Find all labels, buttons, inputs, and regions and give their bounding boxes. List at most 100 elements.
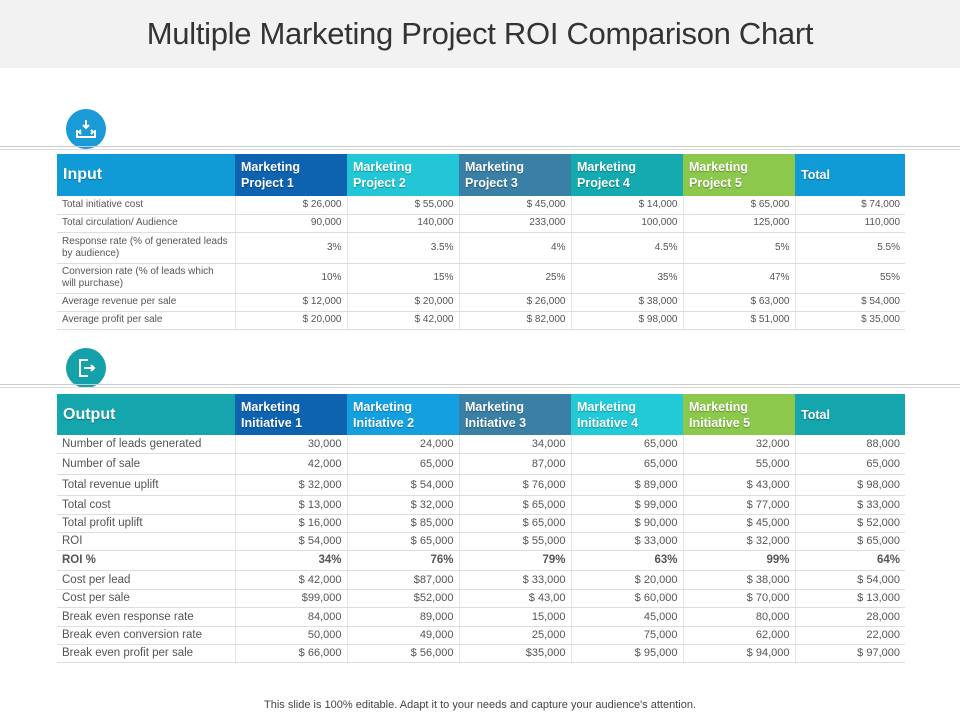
cell-value: $ 98,000 (571, 311, 684, 330)
cell-value: 50,000 (235, 626, 348, 645)
cell-value: $ 13,000 (795, 589, 905, 608)
table-row: Response rate (% of generated leads by a… (57, 232, 905, 264)
column-header: Marketing Initiative 2 (347, 394, 459, 435)
cell-value: $ 56,000 (347, 644, 460, 663)
cell-value: $ 42,000 (235, 570, 348, 590)
table-row: Conversion rate (% of leads which will p… (57, 263, 905, 294)
row-label: Total profit uplift (57, 514, 236, 533)
cell-value: $ 65,000 (459, 514, 572, 533)
cell-value: 65,000 (571, 453, 684, 475)
cell-value: $ 85,000 (347, 514, 460, 533)
cell-value: 64% (795, 550, 905, 571)
row-label: Break even response rate (57, 607, 236, 627)
total-column-header: Total (795, 154, 905, 196)
cell-value: 10% (235, 263, 348, 294)
divider (0, 384, 960, 388)
cell-value: $ 51,000 (683, 311, 796, 330)
cell-value: $99,000 (235, 589, 348, 608)
column-header: Marketing Initiative 1 (235, 394, 347, 435)
table-header-row: Output Marketing Initiative 1 Marketing In… (57, 394, 905, 435)
table-row: Number of sale 42,000 65,000 87,000 65,000 55… (57, 453, 905, 475)
cell-value: $ 32,000 (347, 495, 460, 515)
footer-note: This slide is 100% editable. Adapt it to… (264, 699, 696, 711)
cell-value: $ 65,000 (459, 495, 572, 515)
cell-value: $ 45,000 (459, 196, 572, 215)
cell-value: $ 33,000 (459, 570, 572, 590)
cell-value: $ 98,000 (795, 474, 905, 496)
row-label: Number of sale (57, 453, 236, 475)
row-label: Break even conversion rate (57, 626, 236, 645)
cell-value: 4% (459, 232, 572, 264)
table-row: Total circulation/ Audience 90,000 140,000… (57, 214, 905, 233)
cell-value: 45,000 (571, 607, 684, 627)
import-tray-icon (66, 109, 106, 149)
cell-value: $ 20,000 (235, 311, 348, 330)
row-label: Total cost (57, 495, 236, 515)
cell-value: 110,000 (795, 214, 905, 233)
cell-value: $ 97,000 (795, 644, 905, 663)
cell-value: $ 70,000 (683, 589, 796, 608)
cell-value: $ 20,000 (571, 570, 684, 590)
cell-value: 84,000 (235, 607, 348, 627)
cell-value: $ 55,000 (459, 532, 572, 551)
cell-value: $ 43,00 (459, 589, 572, 608)
cell-value: $ 63,000 (683, 293, 796, 312)
cell-value: $ 26,000 (235, 196, 348, 215)
cell-value: 55,000 (683, 453, 796, 475)
column-header: Marketing Project 1 (235, 154, 347, 196)
cell-value: 24,000 (347, 435, 460, 454)
cell-value: $ 54,000 (795, 293, 905, 312)
cell-value: $52,000 (347, 589, 460, 608)
cell-value: 88,000 (795, 435, 905, 454)
cell-value: $ 54,000 (347, 474, 460, 496)
row-label: Break even profit per sale (57, 644, 236, 663)
cell-value: $ 95,000 (571, 644, 684, 663)
column-header: Marketing Project 3 (459, 154, 571, 196)
divider (0, 146, 960, 150)
cell-value: $ 26,000 (459, 293, 572, 312)
cell-value: $ 76,000 (459, 474, 572, 496)
cell-value: $ 52,000 (795, 514, 905, 533)
column-header: Marketing Initiative 3 (459, 394, 571, 435)
cell-value: 22,000 (795, 626, 905, 645)
column-header: Marketing Initiative 4 (571, 394, 683, 435)
cell-value: 5% (683, 232, 796, 264)
cell-value: $35,000 (459, 644, 572, 663)
cell-value: $ 89,000 (571, 474, 684, 496)
cell-value: 3% (235, 232, 348, 264)
table-row: Cost per sale $99,000 $52,000 $ 43,00 $ 60,0… (57, 589, 905, 608)
table-row: Total revenue uplift $ 32,000 $ 54,000 $ 76… (57, 474, 905, 496)
cell-value: 90,000 (235, 214, 348, 233)
exit-arrow-icon (66, 348, 106, 388)
cell-value: 42,000 (235, 453, 348, 475)
cell-value: $ 45,000 (683, 514, 796, 533)
cell-value: 30,000 (235, 435, 348, 454)
cell-value: 47% (683, 263, 796, 294)
section-header: Input (57, 154, 235, 196)
cell-value: 35% (571, 263, 684, 294)
output-table: Output Marketing Initiative 1 Marketing In… (57, 394, 905, 663)
cell-value: $ 14,000 (571, 196, 684, 215)
cell-value: 89,000 (347, 607, 460, 627)
cell-value: $ 20,000 (347, 293, 460, 312)
cell-value: $ 12,000 (235, 293, 348, 312)
cell-value: $ 54,000 (795, 570, 905, 590)
cell-value: $ 99,000 (571, 495, 684, 515)
table-row: ROI % 34% 76% 79% 63% 99% 64% (57, 550, 905, 571)
cell-value: $ 77,000 (683, 495, 796, 515)
table-row: Total profit uplift $ 16,000 $ 85,000 $ 65,… (57, 514, 905, 533)
cell-value: $ 35,000 (795, 311, 905, 330)
cell-value: 80,000 (683, 607, 796, 627)
cell-value: 99% (683, 550, 796, 571)
cell-value: $ 43,000 (683, 474, 796, 496)
cell-value: $ 16,000 (235, 514, 348, 533)
column-header: Marketing Project 4 (571, 154, 683, 196)
table-row: Break even conversion rate 50,000 49,000 25… (57, 626, 905, 645)
cell-value: $ 90,000 (571, 514, 684, 533)
cell-value: 32,000 (683, 435, 796, 454)
cell-value: 65,000 (795, 453, 905, 475)
section-header: Output (57, 394, 235, 435)
row-label: ROI % (57, 550, 236, 571)
cell-value: 233,000 (459, 214, 572, 233)
title-bar: Multiple Marketing Project ROI Compariso… (0, 0, 960, 68)
